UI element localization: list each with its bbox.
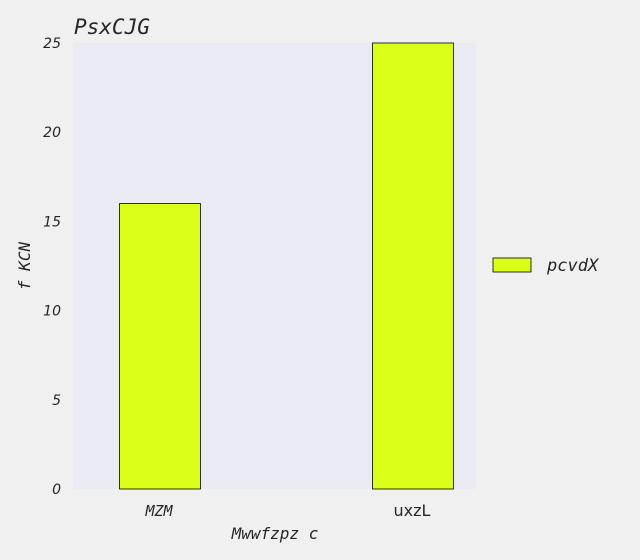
chart-title: PsxCJG — [74, 15, 150, 39]
y-tick-label: 0 — [52, 482, 61, 498]
bars-layer — [119, 42, 454, 490]
legend-label-pcvdX: pcvdX — [546, 256, 600, 276]
y-tick-label: 25 — [43, 36, 61, 52]
y-tick-label: 15 — [43, 214, 61, 230]
legend: pcvdX — [492, 256, 600, 276]
y-tick-label: 5 — [52, 393, 61, 409]
x-axis-label: Mwwfzpz c — [231, 524, 319, 543]
y-tick-label: 20 — [43, 125, 61, 141]
legend-swatch-pcvdX — [492, 257, 532, 273]
y-axis-label: f KCN — [15, 242, 34, 291]
x-tick-label-MZM: MZM — [144, 502, 173, 520]
x-tick-label-uxzL: uxzL — [394, 501, 431, 520]
y-tick-label: 10 — [43, 304, 61, 320]
y-tick-labels: 0 5 10 15 20 25 — [43, 36, 61, 498]
bar-MZM — [119, 203, 201, 490]
x-tick-labels: MZM uxzL — [144, 501, 430, 520]
bar-uxzL — [372, 42, 454, 490]
